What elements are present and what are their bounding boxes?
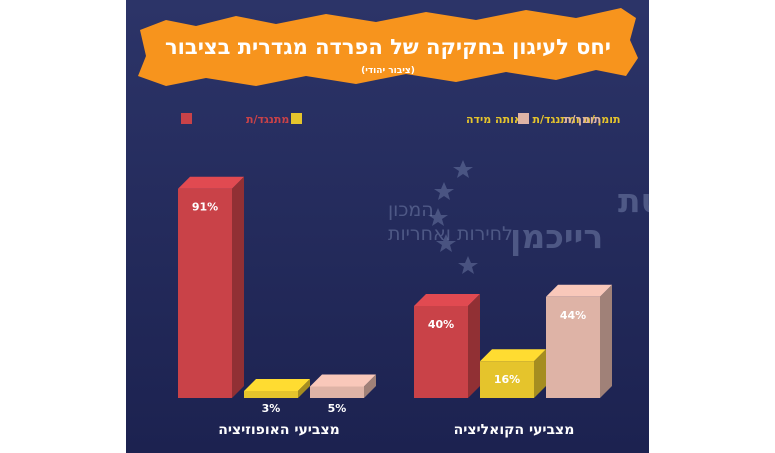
chart-svg: יחס לעיגון בחקיקה של הפרדה מגדרית בציבור…	[126, 0, 649, 453]
bar-side-0-1	[298, 379, 310, 398]
bar-front-1-2	[546, 296, 600, 398]
watermark-line-1: אוניברסיטת	[618, 181, 649, 220]
bar-top-1-2	[546, 284, 612, 297]
watermark-line-2: רייכמן	[510, 217, 603, 256]
category-label-1: מצביעי הקואליציה	[454, 422, 575, 438]
bar-0-2	[310, 374, 376, 398]
legend-swatch-1	[291, 113, 302, 124]
bar-side-1-2	[600, 284, 612, 398]
bar-1-0	[414, 294, 480, 398]
bar-front-0-0	[178, 188, 232, 398]
watermark-stars-icon	[428, 160, 478, 274]
category-label-0: מצביעי האופוזיציה	[218, 422, 340, 438]
bar-side-1-0	[468, 294, 480, 398]
value-label-1-1: 16%	[494, 373, 520, 386]
legend-label-0: מתנגד/ת	[246, 113, 289, 126]
category-labels: מצביעי האופוזיציה מצביעי הקואליציה	[218, 422, 574, 438]
bar-0-0	[178, 176, 244, 398]
chart-panel: יחס לעיגון בחקיקה של הפרדה מגדרית בציבור…	[126, 0, 649, 453]
bar-front-0-2	[310, 386, 364, 398]
bar-top-1-1	[480, 349, 546, 362]
bar-0-1	[244, 379, 310, 398]
bar-top-0-2	[310, 374, 376, 387]
bar-1-1	[480, 349, 546, 398]
bar-side-1-1	[534, 349, 546, 398]
bar-front-1-0	[414, 306, 468, 398]
legend-label-1: תומך/ת ומתנגד/ת באותה מידה	[466, 113, 621, 126]
value-label-0-2: 5%	[328, 402, 347, 415]
bar-side-0-2	[364, 374, 376, 398]
chart-title: יחס לעיגון בחקיקה של הפרדה מגדרית בציבור	[165, 35, 611, 59]
bar-front-1-1	[480, 361, 534, 398]
bar-top-0-1	[244, 379, 310, 391]
legend-swatch-0	[181, 113, 192, 124]
bar-side-0-0	[232, 176, 244, 398]
value-label-0-1: 3%	[262, 402, 281, 415]
legend-swatch-2	[518, 113, 529, 124]
bars: 91% 3% 5% 40% 16% 44%	[178, 176, 612, 415]
watermark-line-4: לחירות ואחריות	[388, 223, 513, 245]
chart-subtitle: (ציבור יהודי)	[361, 66, 415, 76]
title-banner	[138, 8, 638, 86]
legend-label-2: תומך/ת	[564, 113, 601, 126]
bar-top-1-0	[414, 294, 480, 306]
bar-top-0-0	[178, 176, 244, 189]
watermark-line-3: המכון	[388, 199, 434, 221]
bar-front-0-1	[244, 391, 298, 398]
watermark: אוניברסיטת רייכמן המכון לחירות ואחריות	[388, 160, 649, 274]
bar-1-2	[546, 284, 612, 398]
value-label-0-0: 91%	[192, 201, 218, 214]
value-label-1-0: 40%	[428, 318, 454, 331]
value-label-1-2: 44%	[560, 309, 586, 322]
